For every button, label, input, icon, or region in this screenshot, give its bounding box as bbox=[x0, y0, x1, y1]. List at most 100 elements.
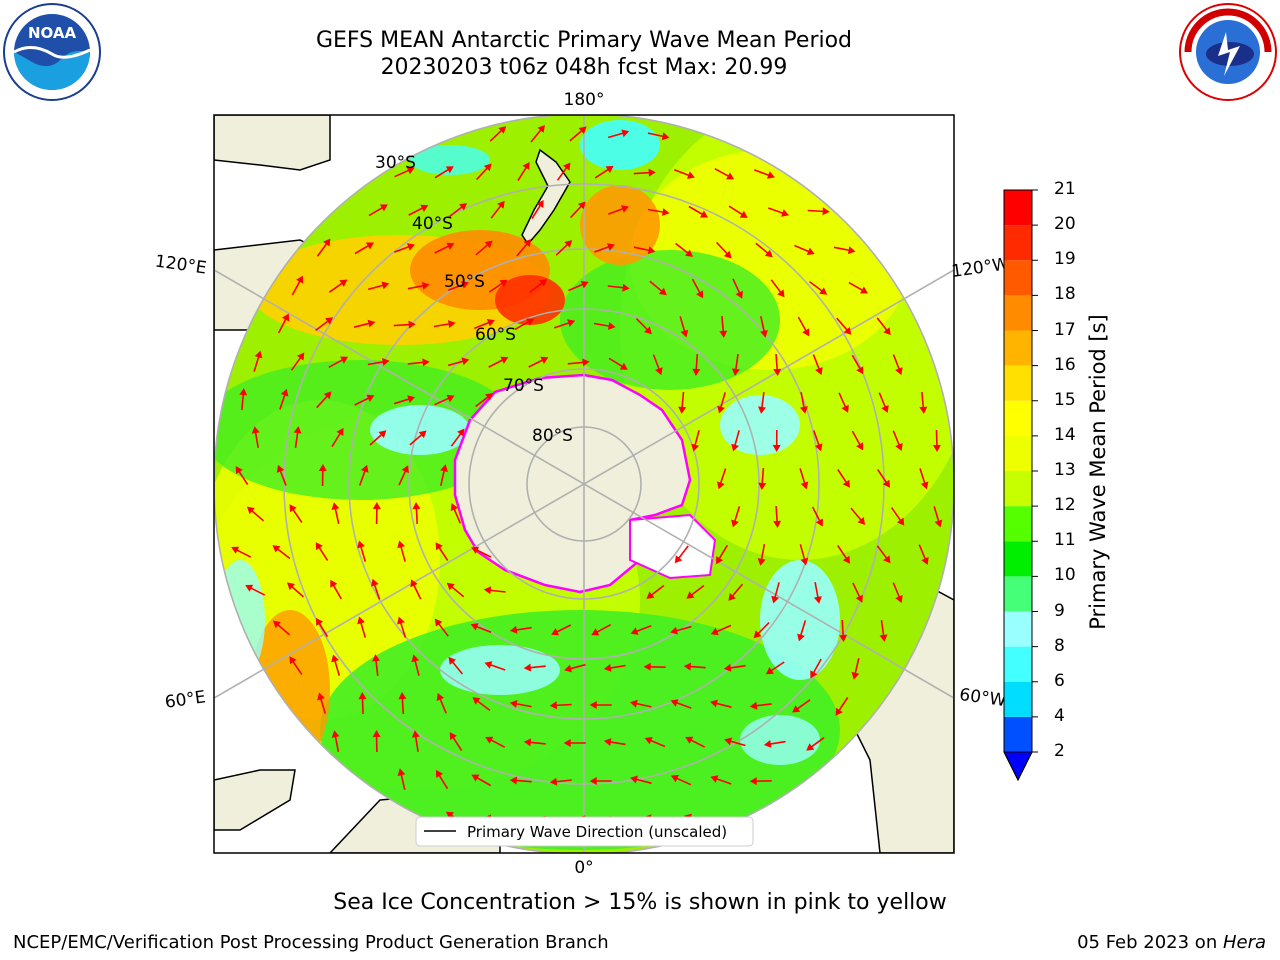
wave-arrow-head bbox=[582, 358, 590, 367]
wave-arrow-head bbox=[323, 391, 332, 400]
wave-arrow-head bbox=[484, 240, 493, 249]
wave-arrow-head bbox=[767, 171, 775, 179]
wave-arrow-head bbox=[434, 618, 443, 627]
wave-arrow-head bbox=[735, 290, 743, 299]
wave-arrow-shaft bbox=[277, 316, 288, 334]
wave-arrow-head bbox=[716, 556, 724, 565]
wave-arrow-head bbox=[777, 289, 785, 298]
wave-arrow-head bbox=[749, 777, 757, 786]
wave-arrow-head bbox=[630, 775, 638, 784]
wave-arrow-head bbox=[397, 616, 405, 625]
wave-arrow-head bbox=[420, 204, 429, 212]
wave-arrow-shaft bbox=[676, 545, 689, 561]
wave-arrow-shaft bbox=[734, 353, 739, 373]
wave-arrow-head bbox=[772, 445, 781, 452]
wave-arrow-head bbox=[647, 246, 656, 255]
wave-arrow-head bbox=[662, 208, 670, 216]
wave-arrow-shaft bbox=[517, 164, 529, 182]
wave-arrow-head bbox=[619, 362, 628, 370]
wave-arrow-head bbox=[551, 628, 560, 636]
wave-arrow-head bbox=[339, 279, 348, 287]
colorbar-tick-label: 21 bbox=[1054, 179, 1076, 199]
colorbar-segment bbox=[1004, 681, 1032, 717]
colorbar-tick-label: 18 bbox=[1054, 284, 1076, 305]
wave-arrow-shaft bbox=[354, 243, 371, 255]
wave-arrow-head bbox=[446, 242, 455, 250]
colorbar-segment bbox=[1004, 400, 1032, 436]
wave-arrow-head bbox=[822, 207, 830, 216]
wave-arrow-shaft bbox=[633, 171, 652, 175]
wave-arrow-head bbox=[921, 557, 929, 565]
wave-arrow-head bbox=[450, 503, 458, 512]
wave-arrow-head bbox=[591, 628, 600, 636]
wave-arrow-head bbox=[526, 318, 535, 326]
wave-arrow-head bbox=[763, 740, 772, 748]
wave-arrow-head bbox=[445, 166, 454, 174]
wave-arrow-head bbox=[500, 356, 509, 364]
wave-arrow-head bbox=[564, 664, 572, 673]
wave-arrow-head bbox=[276, 464, 285, 473]
wave-arrow-head bbox=[723, 250, 732, 259]
wave-arrow-shaft bbox=[474, 624, 492, 634]
wave-arrow-head bbox=[719, 330, 728, 338]
wave-arrow-shaft bbox=[328, 357, 345, 369]
wave-arrow-shaft bbox=[714, 167, 731, 179]
wave-arrow-head bbox=[797, 633, 805, 642]
wave-arrow-head bbox=[361, 464, 369, 473]
wave-arrow-head bbox=[272, 620, 281, 629]
colorbar-segment bbox=[1004, 471, 1032, 507]
wave-arrow-head bbox=[523, 663, 532, 672]
wave-arrow-shaft bbox=[553, 779, 572, 783]
wave-arrow-shaft bbox=[513, 702, 532, 708]
wave-arrow-head bbox=[670, 774, 679, 783]
wave-arrow-head bbox=[485, 736, 494, 744]
wave-arrow-head bbox=[549, 777, 558, 786]
wave-arrow-head bbox=[406, 166, 415, 175]
wave-arrow-shaft bbox=[693, 430, 700, 448]
colorbar-tick-label: 17 bbox=[1054, 319, 1076, 340]
colorbar-tick-label: 14 bbox=[1054, 424, 1076, 445]
wave-arrow-shaft bbox=[527, 665, 546, 669]
wave-arrow-head bbox=[608, 322, 616, 330]
wave-arrow-head bbox=[379, 204, 388, 212]
wave-arrow-shaft bbox=[714, 777, 732, 785]
wave-arrow-head bbox=[842, 479, 850, 488]
wave-arrow-head bbox=[799, 406, 808, 414]
colorbar-segment bbox=[1004, 611, 1032, 647]
wave-arrow-head bbox=[728, 593, 736, 601]
wave-arrow-shaft bbox=[851, 354, 862, 372]
wave-arrow-head bbox=[367, 319, 376, 328]
wave-arrow-head bbox=[435, 769, 443, 778]
colorbar-tick-label: 15 bbox=[1054, 389, 1076, 410]
wave-arrow-shaft bbox=[254, 429, 259, 449]
wave-arrow-head bbox=[382, 358, 390, 366]
wave-arrow-shaft bbox=[733, 430, 740, 448]
wave-arrow-shaft bbox=[438, 696, 447, 714]
wave-arrow-head bbox=[254, 350, 263, 359]
lat-label-80s: 80°S bbox=[532, 426, 573, 446]
wave-arrow-head bbox=[806, 743, 815, 751]
wave-arrow-shaft bbox=[334, 734, 340, 752]
wave-arrow-head bbox=[287, 582, 295, 591]
wave-arrow-head bbox=[470, 623, 479, 631]
wave-arrow-shaft bbox=[516, 241, 530, 257]
colorbar-tick-label: 20 bbox=[1054, 214, 1076, 235]
wave-arrow-head bbox=[800, 481, 809, 490]
wave-arrow-head bbox=[696, 290, 704, 299]
wave-arrow-shaft bbox=[811, 658, 822, 676]
wave-arrow-head bbox=[630, 699, 638, 708]
wave-arrow-head bbox=[357, 540, 365, 549]
wave-arrow-head bbox=[371, 578, 379, 587]
wave-arrow-shaft bbox=[531, 202, 543, 220]
wave-arrow-head bbox=[460, 281, 469, 289]
wave-arrow-head bbox=[810, 670, 818, 679]
wave-arrow-head bbox=[771, 595, 779, 604]
wave-arrow-head bbox=[336, 427, 344, 436]
wave-arrow-shaft bbox=[647, 132, 666, 138]
colorbar-segment bbox=[1004, 260, 1032, 296]
wave-arrow-head bbox=[577, 201, 586, 210]
colorbar-tick-label: 2 bbox=[1054, 741, 1065, 761]
wave-arrow-shaft bbox=[407, 284, 426, 290]
wave-arrow-head bbox=[280, 388, 289, 397]
